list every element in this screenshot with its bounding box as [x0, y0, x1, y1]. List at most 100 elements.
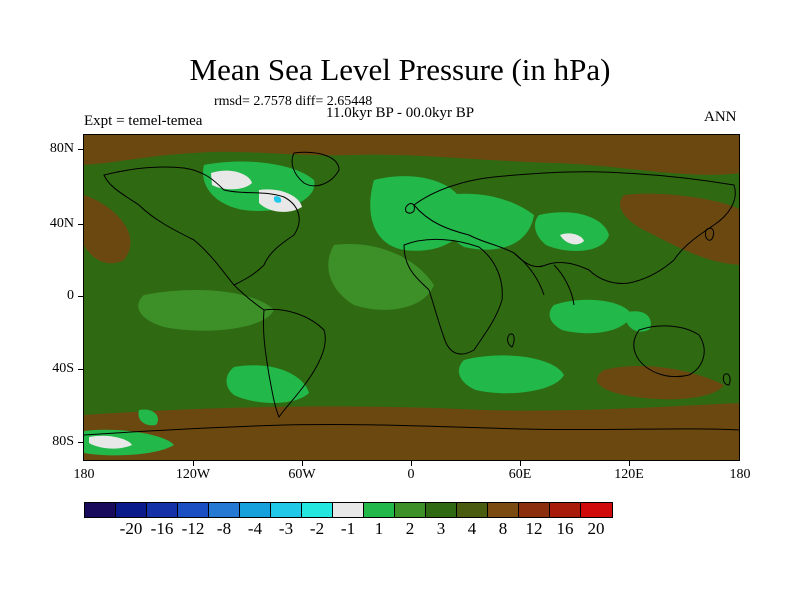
- lat-label-40n: 40N: [49, 216, 74, 231]
- colorbar-box: [581, 503, 612, 517]
- british-isles-coast: [405, 203, 415, 214]
- lon-tick: [520, 461, 521, 466]
- lon-tick: [629, 461, 630, 466]
- colorbar-box: [395, 503, 426, 517]
- north-america-coast: [103, 166, 300, 286]
- lon-tick: [193, 461, 194, 466]
- pressure-anomaly-map: [84, 135, 739, 460]
- australia-coast: [633, 325, 705, 378]
- lat-label-40s: 40S: [52, 361, 74, 376]
- lat-tick: [78, 224, 83, 225]
- colorbar-label: -2: [309, 519, 325, 538]
- colorbar-label: -12: [181, 519, 205, 538]
- greenland-coast: [291, 151, 340, 187]
- colorbar-box: [271, 503, 302, 517]
- lat-tick: [78, 369, 83, 370]
- colorbar-box: [178, 503, 209, 517]
- map-panel: [83, 134, 740, 461]
- colorbar-label: -20: [119, 519, 143, 538]
- south-pacific-green-region: [226, 365, 309, 403]
- colorbar-label: 2: [405, 519, 415, 538]
- lat-tick: [78, 442, 83, 443]
- lon-label-0: 0: [407, 467, 415, 482]
- north-pacific-brown-region: [84, 195, 131, 264]
- colorbar-label: 20: [587, 519, 605, 538]
- colorbar-box: [209, 503, 240, 517]
- lon-tick: [411, 461, 412, 466]
- arctic-brown-band: [84, 135, 739, 175]
- colorbar-box: [364, 503, 395, 517]
- colorbar-label: -3: [278, 519, 294, 538]
- colorbar-box: [302, 503, 333, 517]
- lon-tick: [302, 461, 303, 466]
- lat-tick: [78, 296, 83, 297]
- colorbar-label: 3: [436, 519, 446, 538]
- green-anomaly-regions: [84, 161, 651, 456]
- chart-title: Mean Sea Level Pressure (in hPa): [189, 52, 611, 87]
- colorbar-label: -4: [247, 519, 263, 538]
- antarctic-brown-region: [84, 435, 739, 460]
- lat-label-80s: 80S: [52, 434, 74, 449]
- greenland-white-spot: [211, 170, 252, 190]
- lon-label-60e: 60E: [508, 467, 532, 482]
- lat-tick: [78, 149, 83, 150]
- central-asia-green-region: [534, 212, 609, 251]
- colorbar-label: -16: [150, 519, 174, 538]
- lat-label-80n: 80N: [49, 141, 74, 156]
- lon-label-60w: 60W: [288, 467, 316, 482]
- eurasia-coast: [413, 171, 736, 284]
- colorbar-box: [550, 503, 581, 517]
- europe-green-region: [440, 193, 534, 250]
- south-america-coast: [262, 308, 326, 419]
- south-atlantic-green-region: [458, 355, 564, 394]
- experiment-label: Expt = temel-temea: [84, 113, 203, 129]
- africa-coast: [403, 238, 503, 355]
- lon-label-180e: 180: [729, 467, 751, 482]
- colorbar-label: -8: [216, 519, 232, 538]
- colorbar-label: 16: [556, 519, 574, 538]
- colorbar-label: 12: [525, 519, 543, 538]
- colorbar-box: [457, 503, 488, 517]
- colorbar-label: 8: [498, 519, 508, 538]
- colorbar-label: -1: [340, 519, 356, 538]
- lat-label-equator: 0: [67, 288, 74, 303]
- colorbar-box: [488, 503, 519, 517]
- colorbar-label: 1: [374, 519, 384, 538]
- coastlines: [84, 151, 739, 436]
- madagascar-coast: [507, 333, 515, 348]
- colorbar: [84, 502, 613, 518]
- colorbar-box: [426, 503, 457, 517]
- indian-ocean-brown-region: [596, 365, 724, 400]
- japan-coast: [705, 227, 715, 241]
- colorbar-box: [147, 503, 178, 517]
- colorbar-box: [116, 503, 147, 517]
- north-atlantic-green-region: [370, 176, 466, 251]
- indian-ocean-green-region: [549, 299, 632, 334]
- southern-ocean-brown-band: [84, 403, 739, 435]
- lon-label-180w: 180: [73, 467, 95, 482]
- asia-brown-region: [620, 193, 739, 265]
- atlantic-mid-green-region: [328, 244, 434, 310]
- antarctica-coast: [84, 423, 739, 436]
- time-period-label: 11.0kyr BP - 00.0kyr BP: [326, 105, 475, 121]
- pacific-small-green-region: [138, 409, 159, 426]
- mid-green-anomaly-regions: [138, 244, 434, 331]
- canada-cyan-spot: [273, 196, 282, 203]
- colorbar-box: [85, 503, 116, 517]
- colorbar-box: [333, 503, 364, 517]
- season-label: ANN: [704, 109, 737, 125]
- pacific-mid-green-region: [138, 290, 274, 331]
- ross-sea-white-spot: [89, 435, 132, 449]
- new-zealand-coast: [722, 373, 731, 386]
- brown-anomaly-regions: [84, 135, 739, 460]
- colorbar-box: [519, 503, 550, 517]
- negative-anomaly-spots: [89, 170, 584, 449]
- rmsd-diff-stats: rmsd= 2.7578 diff= 2.65448: [214, 94, 373, 109]
- colorbar-label: 4: [467, 519, 477, 538]
- central-asia-white-spot: [560, 233, 584, 245]
- lon-label-120w: 120W: [175, 467, 211, 482]
- australia-west-green-region: [624, 311, 651, 332]
- lon-label-120e: 120E: [614, 467, 644, 482]
- colorbar-box: [240, 503, 271, 517]
- central-america-coast: [233, 284, 265, 311]
